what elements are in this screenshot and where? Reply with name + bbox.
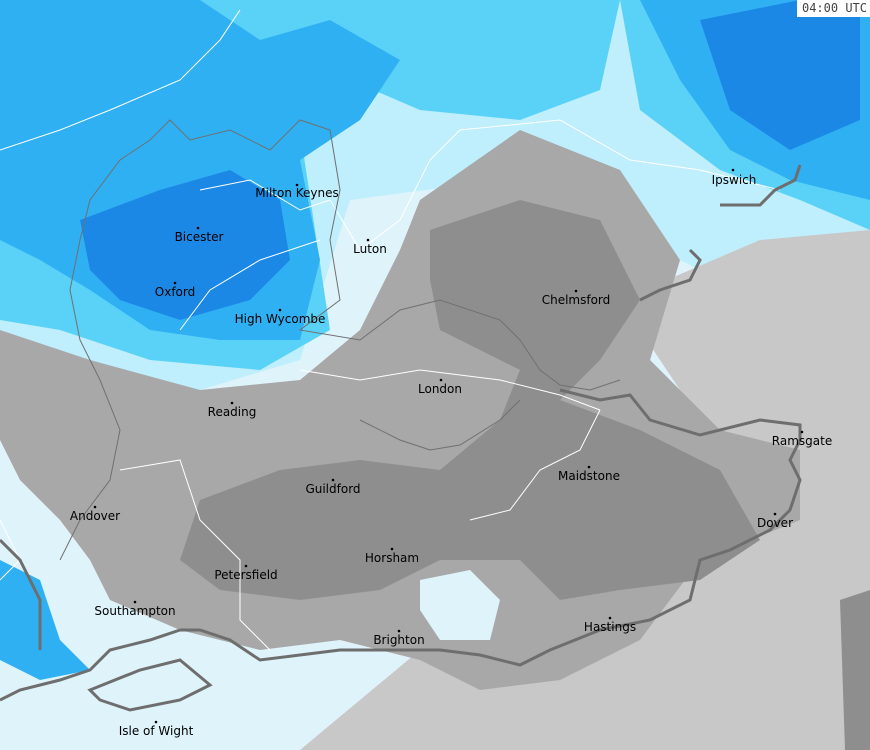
city-dot [93, 505, 97, 509]
city-dot [331, 478, 335, 482]
city-labels: Ipswich Milton Keynes Bicester Luton Oxf… [70, 168, 832, 738]
city-isle-of-wight[interactable]: Isle of Wight [119, 720, 194, 738]
city-dot [608, 616, 612, 620]
city-bicester[interactable]: Bicester [175, 226, 224, 244]
city-label: Bicester [175, 230, 224, 244]
city-dot [278, 308, 282, 312]
city-dot [731, 168, 735, 172]
city-label: Chelmsford [542, 293, 611, 307]
city-milton-keynes[interactable]: Milton Keynes [255, 183, 339, 200]
rain-area-dark-blue [80, 170, 290, 320]
city-label: Maidstone [558, 469, 620, 483]
dry-area-south [420, 570, 500, 640]
city-dot [244, 564, 248, 568]
city-dot [133, 600, 137, 604]
timestamp-label: 04:00 UTC [796, 0, 870, 17]
rain-area-sw-blue [0, 560, 90, 680]
city-chelmsford[interactable]: Chelmsford [542, 289, 611, 307]
city-dot [366, 238, 370, 242]
city-dot [587, 465, 591, 469]
city-dot [800, 430, 804, 434]
city-label: Reading [208, 405, 257, 419]
city-label: Ipswich [712, 173, 757, 187]
city-label: Dover [757, 516, 793, 530]
city-guildford[interactable]: Guildford [305, 478, 361, 496]
city-label: High Wycombe [235, 312, 326, 326]
city-label: Oxford [155, 285, 195, 299]
region-borders [0, 9, 781, 651]
rain-area-grey-dark-east [840, 590, 870, 750]
city-hastings[interactable]: Hastings [584, 616, 636, 634]
city-andover[interactable]: Andover [70, 505, 120, 523]
city-label: Ramsgate [772, 434, 832, 448]
city-label: Andover [70, 509, 120, 523]
city-label: Isle of Wight [119, 724, 194, 738]
city-dot [173, 281, 177, 285]
rain-area-grey-dark [180, 200, 760, 600]
coastline [59, 119, 621, 561]
city-label: Petersfield [214, 568, 277, 582]
city-london[interactable]: London [418, 378, 462, 396]
city-label: Milton Keynes [255, 186, 338, 200]
city-dot [390, 547, 394, 551]
city-label: Horsham [365, 551, 419, 565]
city-label: Southampton [94, 604, 175, 618]
city-maidstone[interactable]: Maidstone [558, 465, 620, 483]
city-label: London [418, 382, 462, 396]
city-dot [196, 226, 200, 230]
city-ramsgate[interactable]: Ramsgate [772, 430, 832, 448]
city-southampton[interactable]: Southampton [94, 600, 176, 618]
city-label: Luton [353, 242, 387, 256]
city-dot [773, 512, 777, 516]
city-high-wycombe[interactable]: High Wycombe [235, 308, 326, 326]
city-label: Guildford [305, 482, 360, 496]
coastline-main [0, 164, 802, 712]
city-petersfield[interactable]: Petersfield [214, 564, 278, 582]
rain-area-grey-light [300, 230, 870, 750]
city-dot [574, 289, 578, 293]
city-dot [397, 629, 401, 633]
city-dover[interactable]: Dover [757, 512, 793, 530]
rain-area-dark-blue-ne [700, 0, 860, 150]
city-oxford[interactable]: Oxford [155, 281, 195, 299]
city-dot [439, 378, 443, 382]
city-reading[interactable]: Reading [208, 401, 257, 419]
city-dot [295, 183, 299, 187]
city-horsham[interactable]: Horsham [365, 547, 419, 565]
city-label: Hastings [584, 620, 636, 634]
city-ipswich[interactable]: Ipswich [712, 168, 757, 187]
city-label: Brighton [373, 633, 424, 647]
city-brighton[interactable]: Brighton [373, 629, 425, 647]
city-dot [154, 720, 158, 724]
city-dot [230, 401, 234, 405]
city-luton[interactable]: Luton [353, 238, 387, 256]
